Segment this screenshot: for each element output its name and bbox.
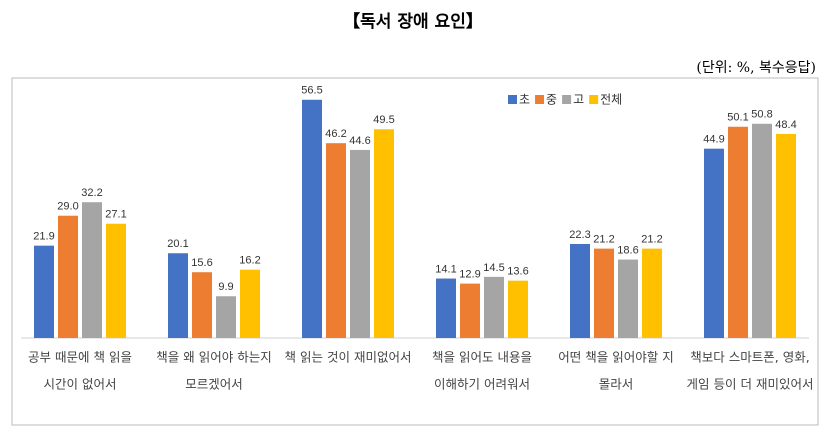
legend-label: 전체 xyxy=(600,93,622,107)
data-label: 50.8 xyxy=(751,109,772,121)
data-label: 50.1 xyxy=(727,112,748,124)
data-label: 9.9 xyxy=(218,281,233,293)
x-tick-label: 어떤 책을 읽어야할 지 xyxy=(558,350,673,365)
x-tick-label: 책 읽는 것이 재미없어서 xyxy=(285,350,412,365)
data-label: 29.0 xyxy=(57,201,78,213)
bar xyxy=(168,253,188,338)
data-label: 49.5 xyxy=(373,114,394,126)
data-label: 56.5 xyxy=(301,85,322,97)
bar xyxy=(594,248,614,338)
x-tick-label: 모르겠어서 xyxy=(185,377,243,392)
data-label: 21.9 xyxy=(33,231,54,243)
bar xyxy=(704,148,724,338)
data-label: 27.1 xyxy=(105,209,126,221)
bar xyxy=(752,123,772,338)
bar xyxy=(570,243,590,338)
bar xyxy=(374,129,394,338)
data-label: 13.6 xyxy=(507,266,528,278)
x-tick-label: 게임 등이 더 재미있어서 xyxy=(687,377,814,392)
x-tick-label: 시간이 없어서 xyxy=(44,377,117,392)
bar xyxy=(460,283,480,338)
data-label: 44.9 xyxy=(703,134,724,146)
data-label: 15.6 xyxy=(191,257,212,269)
x-tick-label: 책을 읽어도 내용을 xyxy=(432,350,532,365)
bar xyxy=(106,223,126,338)
x-tick-label: 공부 때문에 책 읽을 xyxy=(28,350,132,365)
x-tick-label: 책을 왜 읽어야 하는지 xyxy=(156,350,271,365)
plot-frame xyxy=(11,77,819,426)
bar xyxy=(728,126,748,339)
bar xyxy=(508,280,528,338)
bar xyxy=(484,276,504,338)
x-tick-label: 몰라서 xyxy=(599,377,634,392)
data-label: 21.2 xyxy=(641,234,662,246)
bar xyxy=(82,202,102,338)
bar xyxy=(776,133,796,338)
data-label: 21.2 xyxy=(593,234,614,246)
data-label: 14.1 xyxy=(435,263,456,275)
chart-title: 【독서 장애 요인】 xyxy=(343,11,483,32)
legend-swatch xyxy=(562,95,572,104)
bar xyxy=(350,149,370,338)
data-label: 48.4 xyxy=(775,119,796,131)
data-label: 46.2 xyxy=(325,128,346,140)
bar xyxy=(642,248,662,338)
data-label: 32.2 xyxy=(81,187,102,199)
chart-subtitle: (단위: %, 복수응답) xyxy=(696,60,816,76)
data-label: 44.6 xyxy=(349,135,370,147)
data-label: 20.1 xyxy=(167,238,188,250)
bar xyxy=(192,272,212,338)
legend-label: 고 xyxy=(573,93,584,107)
bar xyxy=(58,215,78,338)
legend-swatch xyxy=(508,95,517,104)
bar xyxy=(34,245,54,338)
legend-swatch xyxy=(535,95,545,104)
bar xyxy=(436,278,456,338)
bar xyxy=(240,269,260,338)
legend-swatch xyxy=(589,95,599,104)
bar xyxy=(326,143,346,338)
data-label: 18.6 xyxy=(617,244,638,256)
x-tick-label: 책보다 스마트폰, 영화, xyxy=(690,350,809,365)
legend-label: 초 xyxy=(519,93,530,107)
data-label: 14.5 xyxy=(483,262,504,274)
legend-label: 중 xyxy=(546,93,557,107)
bar xyxy=(618,259,638,338)
bar xyxy=(302,99,322,338)
data-label: 16.2 xyxy=(239,255,260,267)
data-label: 22.3 xyxy=(569,229,590,241)
data-label: 12.9 xyxy=(459,269,480,281)
x-tick-label: 이해하기 어려워서 xyxy=(434,377,530,392)
bar xyxy=(216,296,236,338)
